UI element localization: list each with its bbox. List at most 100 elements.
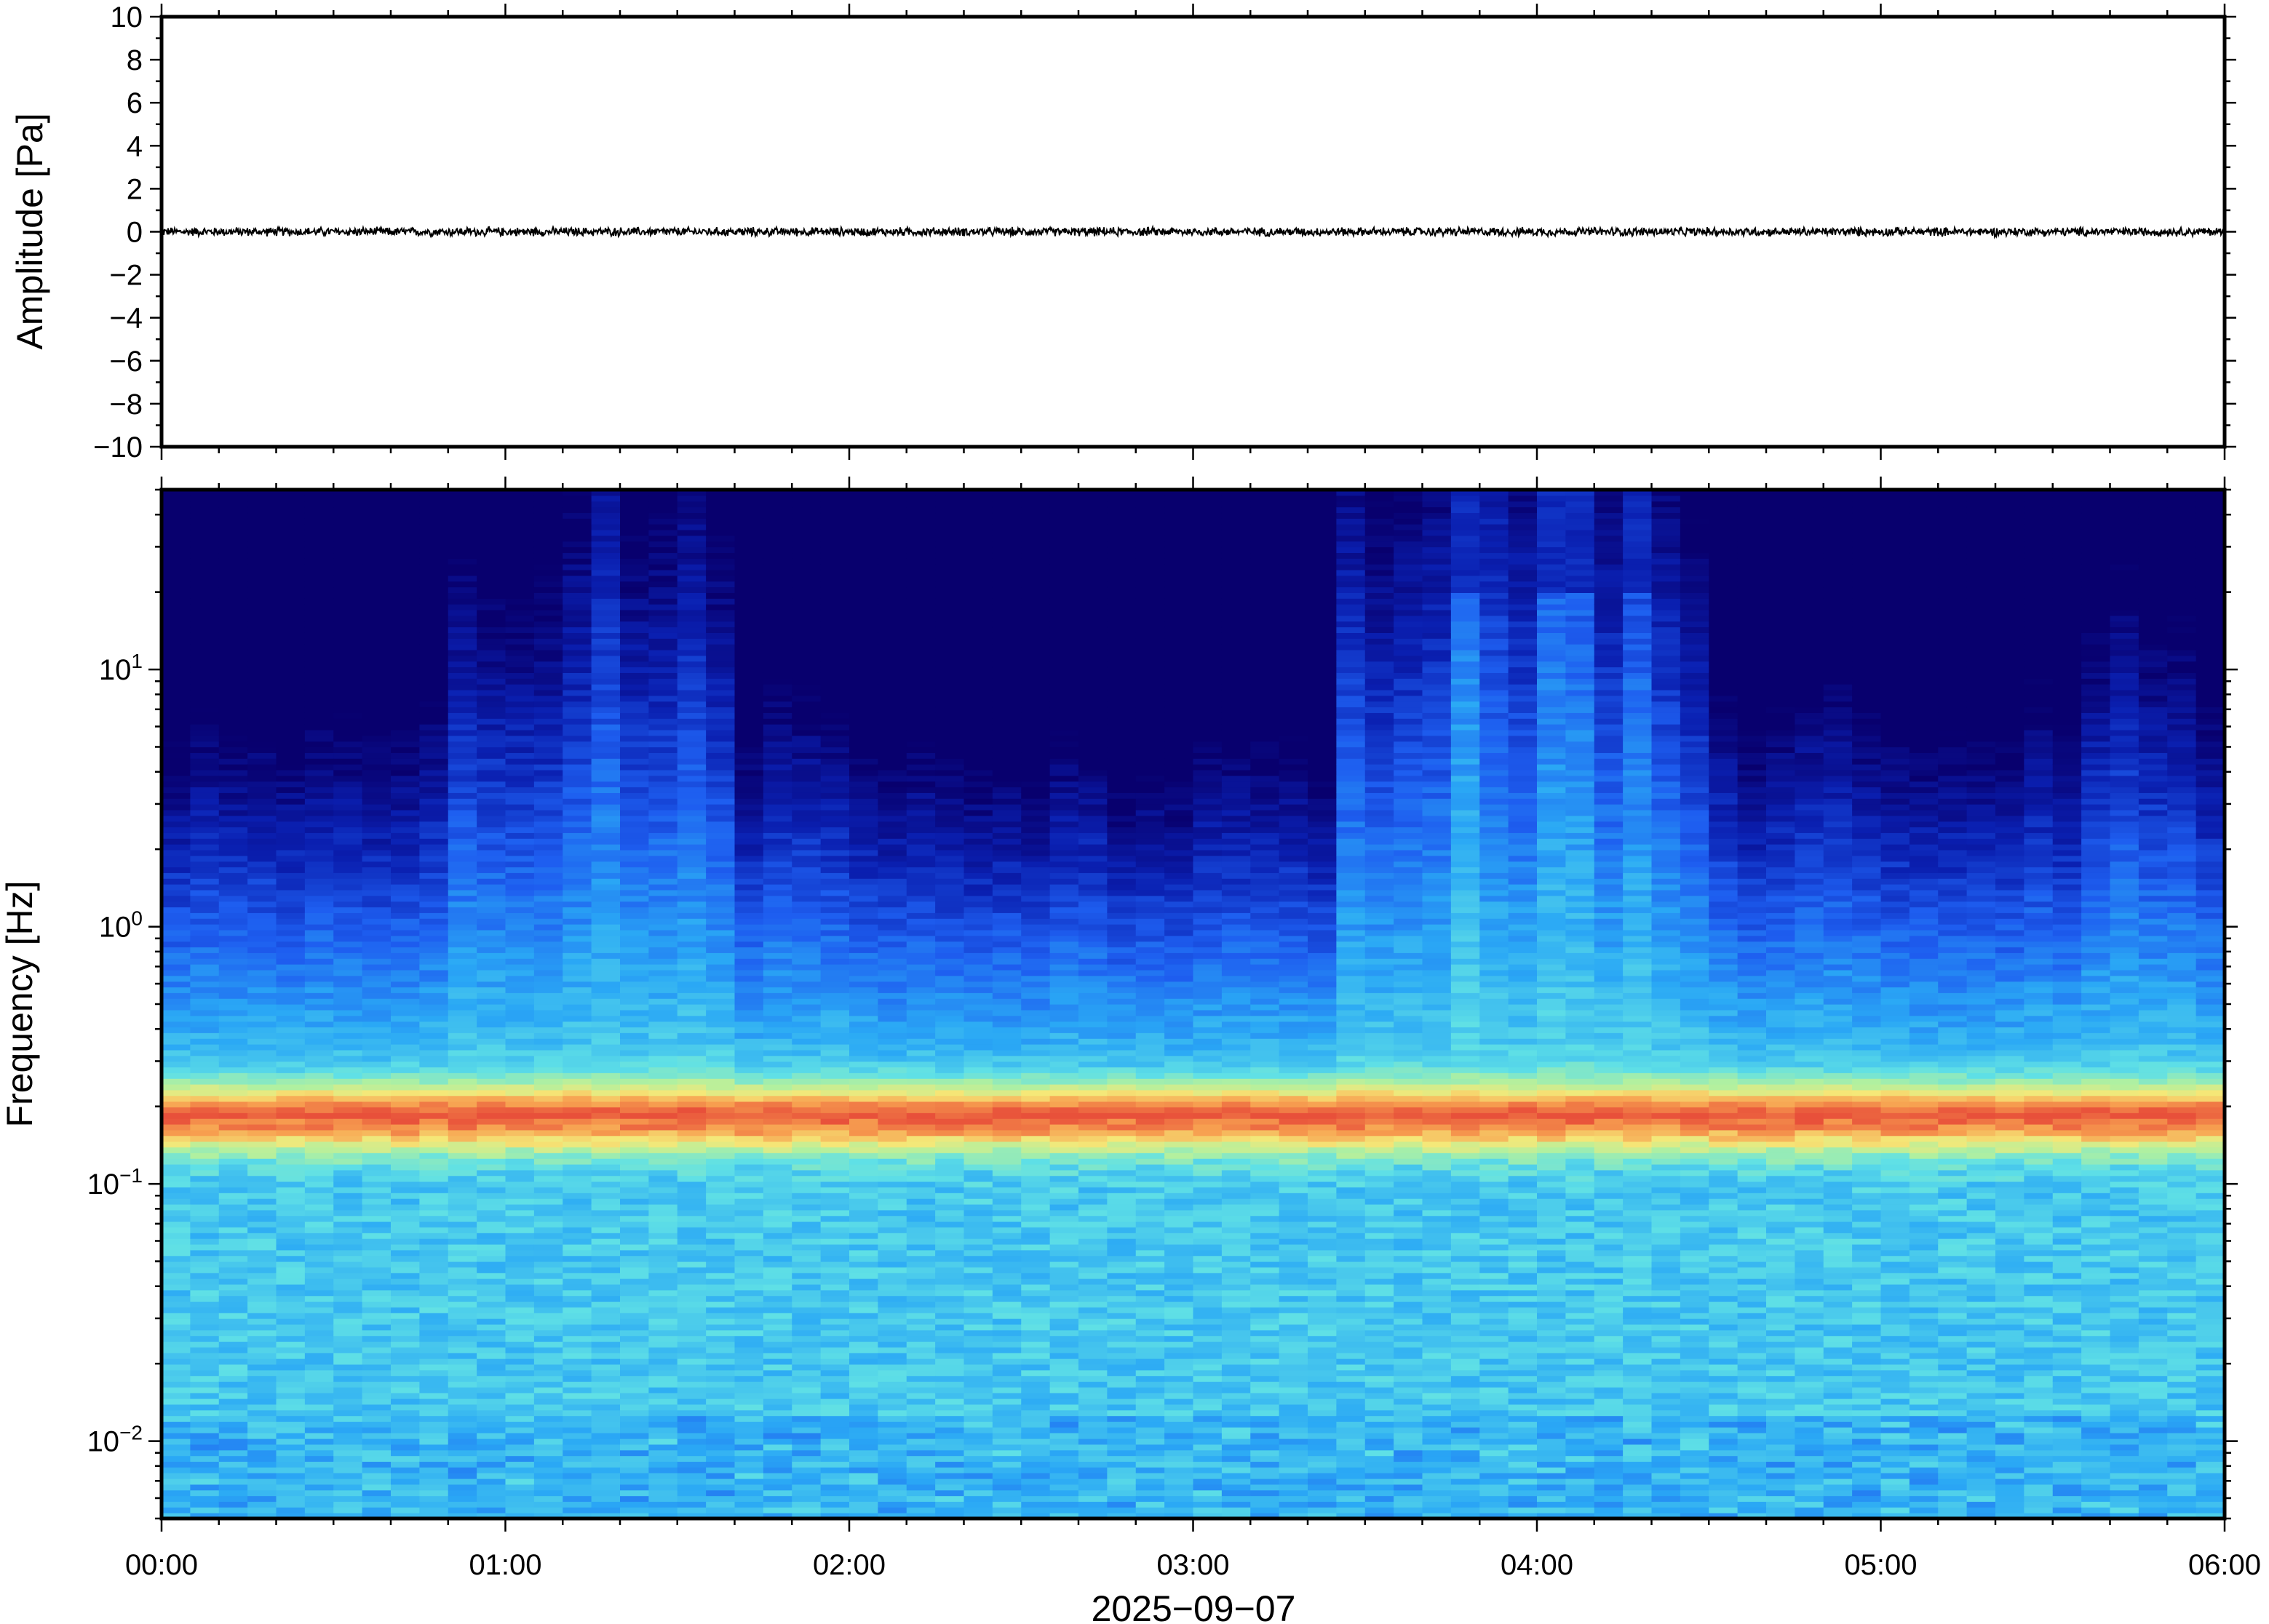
- spectrogram-cell: [849, 609, 878, 616]
- spectrogram-cell: [304, 541, 334, 548]
- spectrogram-cell: [763, 964, 792, 971]
- spectrogram-cell: [448, 518, 477, 525]
- spectrogram-cell: [362, 1243, 392, 1251]
- spectrogram-cell: [162, 1387, 191, 1393]
- spectrogram-cell: [563, 712, 592, 719]
- spectrogram-cell: [820, 747, 850, 753]
- spectrogram-cell: [763, 998, 792, 1005]
- spectrogram-cell: [448, 752, 477, 759]
- spectrogram-cell: [906, 1318, 936, 1325]
- spectrogram-cell: [362, 1147, 392, 1153]
- spectrogram-cell: [218, 1507, 248, 1513]
- spectrogram-cell: [190, 1495, 220, 1502]
- spectrogram-cell: [247, 827, 277, 833]
- spectrogram-cell: [734, 912, 764, 919]
- spectrogram-cell: [477, 769, 506, 776]
- waveform-y-tick-label: −6: [109, 346, 143, 378]
- spectrogram-cell: [276, 661, 306, 668]
- spectrogram-cell: [677, 490, 707, 496]
- spectrogram-cell: [304, 1163, 334, 1171]
- spectrogram-cell: [162, 1324, 191, 1331]
- spectrogram-cell: [533, 1433, 563, 1439]
- spectrogram-cell: [734, 1135, 764, 1142]
- spectrogram-cell: [734, 592, 764, 599]
- spectrogram-cell: [304, 569, 334, 576]
- spectrogram-cell: [276, 1049, 306, 1056]
- spectrogram-cell: [935, 1501, 965, 1508]
- spectrogram-cell: [849, 1147, 878, 1153]
- spectrogram-cell: [419, 855, 449, 862]
- spectrogram-cell: [620, 535, 649, 542]
- spectrogram-cell: [505, 1112, 535, 1119]
- spectrogram-cell: [591, 889, 621, 896]
- spectrogram-cell: [677, 1393, 707, 1399]
- spectrogram-cell: [190, 1335, 220, 1342]
- spectrogram-cell: [505, 655, 535, 662]
- spectrogram-cell: [247, 609, 277, 616]
- spectrogram-cell: [276, 1295, 306, 1302]
- spectrogram-cell: [792, 884, 822, 891]
- spectrogram-cell: [792, 838, 822, 845]
- spectrogram-cell: [333, 1233, 363, 1239]
- spectrogram-cell: [419, 1507, 449, 1513]
- spectrogram-cell: [677, 998, 707, 1005]
- spectrogram-cell: [849, 1083, 878, 1091]
- spectrogram-cell: [706, 1243, 736, 1251]
- spectrogram-cell: [620, 1021, 649, 1028]
- spectrogram-cell: [533, 1221, 563, 1227]
- spectrogram-cell: [820, 1221, 850, 1227]
- spectrogram-cell: [362, 1438, 392, 1445]
- spectrogram-cell: [906, 1404, 936, 1411]
- spectrogram-cell: [218, 695, 248, 702]
- spectrogram-cell: [563, 1404, 592, 1411]
- spectrogram-cell: [820, 1129, 850, 1137]
- spectrogram-cell: [763, 1364, 792, 1371]
- spectrogram-cell: [906, 512, 936, 519]
- spectrogram-cell: [820, 1444, 850, 1451]
- spectrogram-cell: [906, 798, 936, 805]
- spectrogram-cell: [505, 552, 535, 559]
- spectrogram-cell: [849, 1198, 878, 1205]
- spectrogram-cell: [648, 1169, 678, 1177]
- spectrogram-cell: [820, 1433, 850, 1439]
- spectrogram-cell: [362, 490, 392, 496]
- spectrogram-cell: [734, 741, 764, 748]
- spectrogram-cell: [648, 649, 678, 656]
- spectrogram-cell: [648, 758, 678, 765]
- spectrogram-cell: [333, 529, 363, 536]
- spectrogram-cell: [247, 1147, 277, 1153]
- spectrogram-cell: [734, 1175, 764, 1182]
- spectrogram-cell: [820, 884, 850, 891]
- spectrogram-cell: [763, 1055, 792, 1062]
- spectrogram-cell: [505, 1358, 535, 1365]
- spectrogram-cell: [448, 867, 477, 873]
- spectrogram-cell: [304, 1147, 334, 1153]
- spectrogram-cell: [792, 1507, 822, 1513]
- spectrogram-cell: [706, 1409, 736, 1417]
- spectrogram-cell: [763, 490, 792, 496]
- spectrogram-cell: [190, 1221, 220, 1227]
- spectrogram-cell: [218, 684, 248, 690]
- spectrogram-cell: [591, 695, 621, 702]
- spectrogram-cell: [247, 1278, 277, 1285]
- spectrogram-cell: [304, 1478, 334, 1485]
- spectrogram-cell: [391, 1313, 420, 1319]
- spectrogram-cell: [162, 1398, 191, 1405]
- spectrogram-cell: [706, 1341, 736, 1348]
- spectrogram-cell: [648, 1307, 678, 1313]
- spectrogram-cell: [505, 1393, 535, 1399]
- spectrogram-cell: [820, 1181, 850, 1187]
- spectrogram-cell: [849, 815, 878, 822]
- spectrogram-cell: [419, 490, 449, 496]
- spectrogram-cell: [333, 1353, 363, 1359]
- spectrogram-cell: [533, 1461, 563, 1468]
- spectrogram-cell: [677, 575, 707, 582]
- spectrogram-cell: [448, 1089, 477, 1096]
- spectrogram-cell: [505, 1163, 535, 1171]
- spectrogram-cell: [391, 775, 420, 782]
- spectrogram-cell: [533, 1095, 563, 1102]
- spectrogram-cell: [533, 912, 563, 919]
- spectrogram-cell: [477, 1324, 506, 1331]
- spectrogram-cell: [878, 724, 907, 731]
- spectrogram-cell: [190, 1198, 220, 1205]
